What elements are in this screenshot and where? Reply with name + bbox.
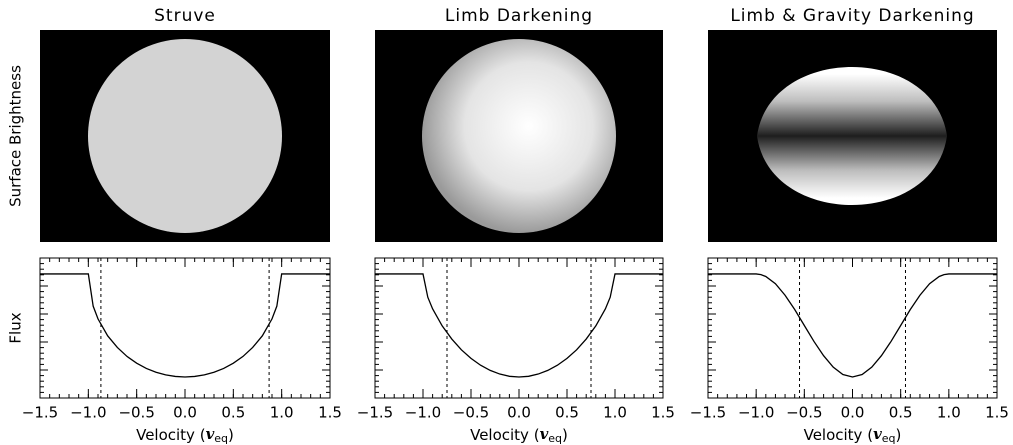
- flux-line: [708, 273, 997, 378]
- x-tick-label: −0.5: [786, 404, 822, 422]
- image-y-label: Surface Brightness: [7, 65, 25, 207]
- x-label-part: v: [873, 425, 882, 443]
- x-tick-label: −1.5: [22, 404, 58, 422]
- x-tick-label: −1.5: [357, 404, 393, 422]
- x-label-part: eq: [214, 432, 228, 445]
- x-tick-label: 0.0: [173, 404, 197, 422]
- y-label: Flux: [7, 312, 25, 343]
- x-tick-label: 0.0: [841, 404, 865, 422]
- x-label: Velocity (veq): [136, 425, 234, 445]
- image-panels: [40, 30, 997, 242]
- x-tick-label: 1.0: [603, 404, 627, 422]
- x-tick-label: 1.0: [937, 404, 961, 422]
- x-label-part: Velocity (: [470, 426, 539, 444]
- panel-title: Limb Darkening: [445, 6, 593, 26]
- x-tick-label: 1.0: [270, 404, 294, 422]
- panel-title: Struve: [154, 6, 216, 26]
- x-tick-label: −1.0: [70, 404, 106, 422]
- limb-darkened-disk: [422, 39, 616, 233]
- flux-line: [40, 273, 330, 378]
- x-label-part: ): [228, 426, 234, 444]
- x-tick-label: −1.5: [690, 404, 726, 422]
- x-tick-label: 1.5: [318, 404, 342, 422]
- x-label: Velocity (veq): [804, 425, 902, 445]
- flux-line: [375, 273, 663, 378]
- x-label-part: v: [540, 425, 549, 443]
- x-label-part: ): [896, 426, 902, 444]
- x-tick-label: 0.0: [507, 404, 531, 422]
- x-tick-label: −0.5: [118, 404, 154, 422]
- x-label-part: Velocity (: [136, 426, 205, 444]
- oblate-star: [757, 67, 947, 205]
- x-tick-label: 0.5: [221, 404, 245, 422]
- x-tick-label: −1.0: [738, 404, 774, 422]
- x-tick-label: 0.5: [889, 404, 913, 422]
- x-label-part: eq: [882, 432, 896, 445]
- x-tick-label: 1.5: [651, 404, 675, 422]
- x-tick-label: −0.5: [453, 404, 489, 422]
- x-label: Velocity (veq): [470, 425, 568, 445]
- panel-title: Limb & Gravity Darkening: [730, 6, 974, 26]
- x-tick-label: 0.5: [555, 404, 579, 422]
- x-label-part: ): [562, 426, 568, 444]
- x-label-part: eq: [548, 432, 562, 445]
- x-label-part: Velocity (: [804, 426, 873, 444]
- x-tick-label: 1.5: [985, 404, 1009, 422]
- uniform-disk: [88, 39, 282, 233]
- x-tick-label: −1.0: [405, 404, 441, 422]
- x-label-part: v: [206, 425, 215, 443]
